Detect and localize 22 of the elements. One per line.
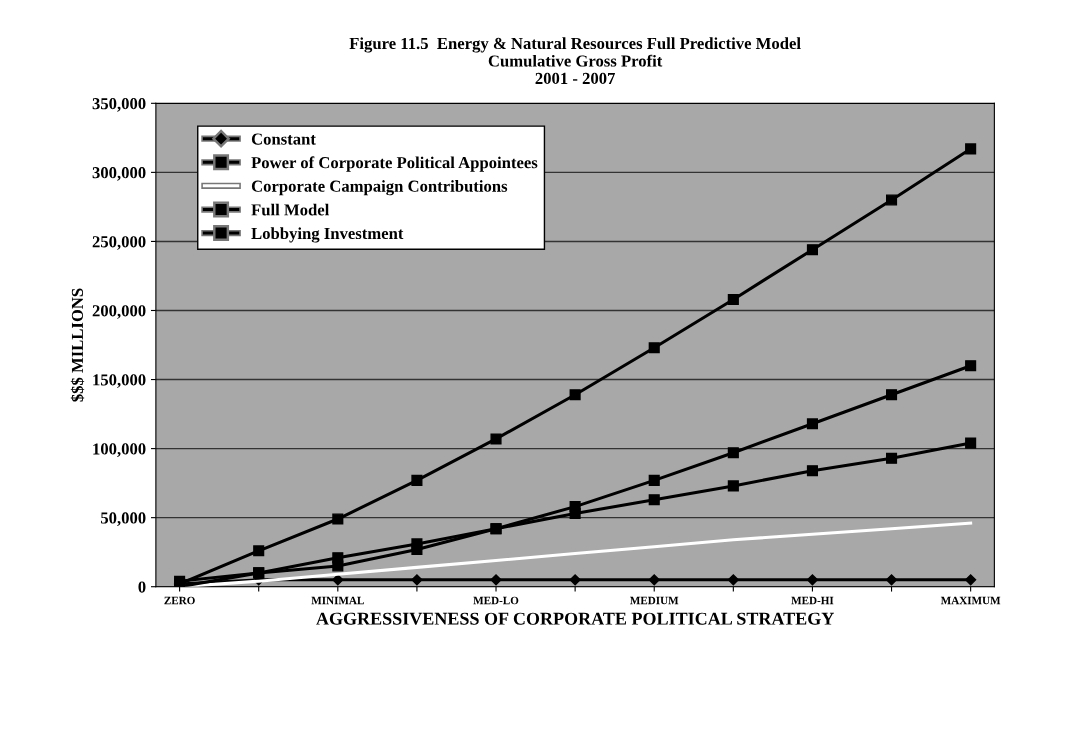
legend-label: Power of Corporate Political Appointees bbox=[251, 156, 538, 172]
chart-title: Figure 11.5 Energy & Natural Resources Full Predictive Model Cumulative Gross Profit 2001 - 2007 bbox=[349, 37, 801, 85]
y-tick-label: 150,000 bbox=[93, 374, 146, 388]
y-tick-label: 350,000 bbox=[92, 98, 146, 112]
y-tick-label: 50,000 bbox=[100, 512, 146, 527]
x-tick-label: MINIMAL bbox=[311, 596, 364, 605]
legend-label: Constant bbox=[251, 133, 316, 145]
x-tick-label: ZERO bbox=[164, 596, 195, 605]
x-tick-label: MAXIMUM bbox=[940, 596, 1001, 605]
legend-label: Lobbying Investment bbox=[251, 227, 404, 243]
x-tick-label: MEDIUM bbox=[630, 596, 679, 605]
legend-label: Full Model bbox=[251, 203, 330, 216]
y-tick-label: 0 bbox=[138, 581, 146, 593]
x-tick-label: MED-LO bbox=[473, 596, 519, 605]
x-axis-title: AGGRESSIVENESS OF CORPORATE POLITICAL STRATEGY bbox=[316, 612, 834, 625]
legend-label: Corporate Campaign Contributions bbox=[251, 180, 508, 196]
x-tick-label: MED-HI bbox=[791, 596, 834, 605]
y-tick-label: 200,000 bbox=[92, 305, 146, 319]
y-tick-label: 250,000 bbox=[92, 236, 146, 250]
y-tick-label: 300,000 bbox=[92, 167, 146, 181]
y-axis-title: $$$ MILLIONS bbox=[70, 288, 85, 402]
y-tick-label: 100,000 bbox=[93, 443, 146, 457]
